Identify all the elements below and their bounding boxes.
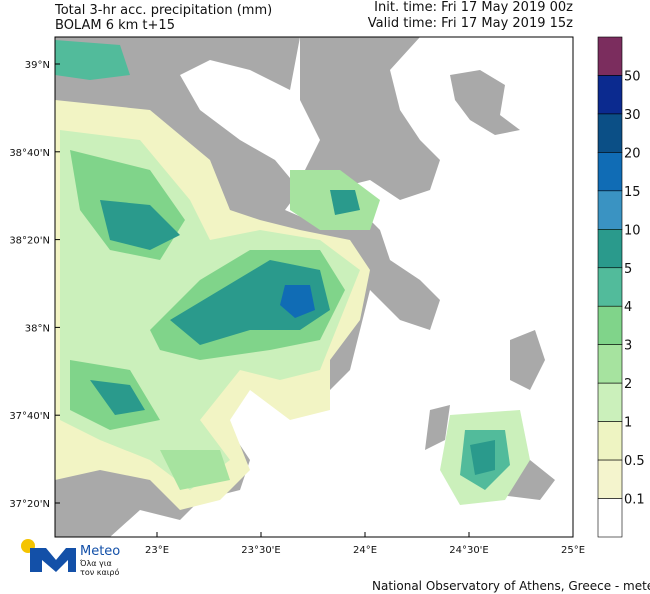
- lat-label: 37°40'N: [9, 411, 50, 422]
- footer: National Observatory of Athens, Greece -…: [372, 579, 650, 593]
- colorbar-swatch: [597, 344, 623, 384]
- colorbar-swatch: [597, 36, 623, 76]
- logo-name: Meteo: [80, 544, 120, 559]
- colorbar-swatch: [597, 421, 623, 461]
- colorbar-label: 0.5: [624, 454, 645, 469]
- colorbar: 50 30 20 15 10 5 4 3 2 1 0.5 0.1: [597, 36, 645, 538]
- lon-label: 25°E: [561, 545, 585, 556]
- map-frame: [54, 36, 574, 538]
- colorbar-swatch: [597, 113, 623, 153]
- logo-tagline: τον καιρό: [80, 567, 119, 577]
- colorbar-label: 0.1: [624, 493, 645, 508]
- precipitation: [55, 40, 530, 510]
- lon-label: 23°E: [145, 545, 169, 556]
- lon-label: 24°30'E: [449, 545, 489, 556]
- lat-label: 38°N: [25, 323, 50, 334]
- colorbar-swatch: [597, 267, 623, 307]
- logo: Meteo Όλα για τον καιρό: [21, 539, 120, 577]
- colorbar-label: 1: [624, 416, 632, 431]
- colorbar-label: 4: [624, 300, 632, 315]
- colorbar-label: 20: [624, 146, 641, 161]
- lat-axis: 39°N 38°40'N 38°20'N 38°N 37°40'N 37°20'N: [9, 60, 60, 510]
- colorbar-label: 3: [624, 339, 632, 354]
- lat-label: 38°20'N: [9, 236, 50, 247]
- valid-time: Valid time: Fri 17 May 2019 15z: [368, 16, 573, 31]
- title: Total 3-hr acc. precipitation (mm): [54, 3, 272, 18]
- lon-label: 23°30'E: [241, 545, 281, 556]
- logo-tagline: Όλα για: [79, 558, 112, 568]
- colorbar-swatch: [597, 152, 623, 192]
- lat-label: 39°N: [25, 60, 50, 71]
- colorbar-label: 2: [624, 377, 632, 392]
- colorbar-swatch: [597, 75, 623, 115]
- map: [55, 37, 573, 537]
- colorbar-label: 15: [624, 185, 641, 200]
- lat-label: 38°40'N: [9, 148, 50, 159]
- lat-label: 37°20'N: [9, 499, 50, 510]
- colorbar-swatch: [597, 229, 623, 269]
- colorbar-swatch: [597, 498, 623, 538]
- lon-axis: 23°E 23°30'E 24°E 24°30'E 25°E: [145, 532, 585, 556]
- colorbar-swatch: [597, 305, 623, 345]
- colorbar-swatch: [597, 190, 623, 230]
- colorbar-swatch: [597, 459, 623, 499]
- colorbar-label: 5: [624, 262, 632, 277]
- colorbar-label: 50: [624, 69, 641, 84]
- lon-label: 24°E: [353, 545, 377, 556]
- init-time: Init. time: Fri 17 May 2019 00z: [374, 0, 573, 15]
- model: BOLAM 6 km t+15: [55, 18, 175, 33]
- colorbar-label: 30: [624, 108, 641, 123]
- colorbar-swatch: [597, 382, 623, 422]
- colorbar-label: 10: [624, 223, 641, 238]
